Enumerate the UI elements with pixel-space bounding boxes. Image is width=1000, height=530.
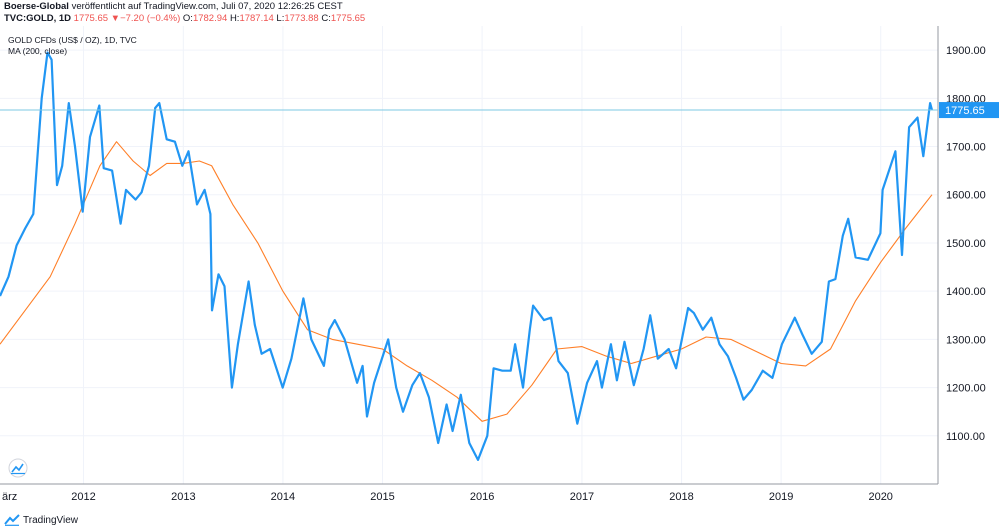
chart-grid <box>0 26 938 484</box>
chart-header: Boerse-Global veröffentlicht auf Trading… <box>4 1 994 25</box>
ma-200-line <box>0 141 933 422</box>
x-tick-label: 2013 <box>171 491 195 503</box>
price-chart[interactable]: ärz 2012 2013 2014 2015 2016 2017 2018 2019 2020 … <box>0 26 1000 512</box>
x-tick-label: 2015 <box>370 491 394 503</box>
y-tick-label: 1100.00 <box>946 431 985 443</box>
legend: GOLD CFDs (US$ / OZ), 1D, TVC MA (200, c… <box>8 35 137 56</box>
open-value: 1782.94 <box>192 13 228 24</box>
y-tick-label: 1400.00 <box>946 286 986 298</box>
legend-indicator[interactable]: MA (200, close) <box>8 46 67 56</box>
high-value: 1787.14 <box>239 13 274 24</box>
high-label: H: <box>229 13 240 24</box>
x-axis-ticks: ärz 2012 2013 2014 2015 2016 2017 2018 2019 2020 <box>2 491 893 503</box>
last-price-marker: 1775.65 <box>0 102 999 119</box>
publisher-line: Boerse-Global veröffentlicht auf Trading… <box>4 1 994 13</box>
close-value: 1775.65 <box>330 13 366 24</box>
ohlc-line: TVC:GOLD, 1D 1775.65 ▼−7.20 (−0.4%) O:17… <box>4 13 994 25</box>
x-tick-label: 2019 <box>769 491 793 503</box>
x-tick-label: 2018 <box>669 491 693 503</box>
published-text: veröffentlicht auf TradingView.com, Juli… <box>71 1 343 12</box>
chart-series <box>0 51 934 461</box>
low-label: L: <box>276 13 285 24</box>
y-tick-label: 1900.00 <box>946 45 986 57</box>
y-tick-label: 1500.00 <box>946 238 986 250</box>
y-tick-label: 1700.00 <box>946 142 986 154</box>
down-arrow-icon: ▼ <box>110 13 121 24</box>
tradingview-chart-icon[interactable] <box>8 458 28 478</box>
brand-name[interactable]: TradingView <box>23 514 79 526</box>
x-tick-label: 2012 <box>71 491 95 503</box>
x-tick-label: 2020 <box>868 491 892 503</box>
last-price-label: 1775.65 <box>945 105 985 117</box>
y-tick-label: 1600.00 <box>946 190 986 202</box>
close-label: C: <box>321 13 331 24</box>
x-tick-label: ärz <box>2 491 17 503</box>
x-tick-label: 2014 <box>271 491 295 503</box>
low-value: 1773.88 <box>284 13 319 24</box>
chart-axes <box>0 26 939 485</box>
legend-instrument[interactable]: GOLD CFDs (US$ / OZ), 1D, TVC <box>8 35 137 45</box>
footer: TradingView <box>4 512 78 528</box>
open-label: O: <box>182 13 193 24</box>
price-line <box>0 51 934 461</box>
last-price: 1775.65 <box>73 13 109 24</box>
publisher-name[interactable]: Boerse-Global <box>4 1 69 12</box>
x-tick-label: 2016 <box>470 491 494 503</box>
x-tick-label: 2017 <box>570 491 594 503</box>
symbol-label: TVC:GOLD, 1D <box>4 13 72 24</box>
last-price-label-bg <box>939 102 999 119</box>
price-change: −7.20 (−0.4%) <box>120 13 181 24</box>
tradingview-logo-icon[interactable] <box>4 514 20 526</box>
y-tick-label: 1200.00 <box>946 383 986 395</box>
y-tick-label: 1300.00 <box>946 334 986 346</box>
